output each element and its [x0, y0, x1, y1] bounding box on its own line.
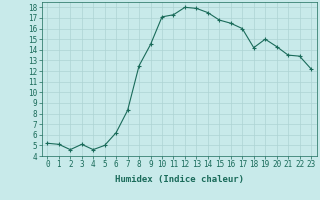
X-axis label: Humidex (Indice chaleur): Humidex (Indice chaleur) — [115, 175, 244, 184]
